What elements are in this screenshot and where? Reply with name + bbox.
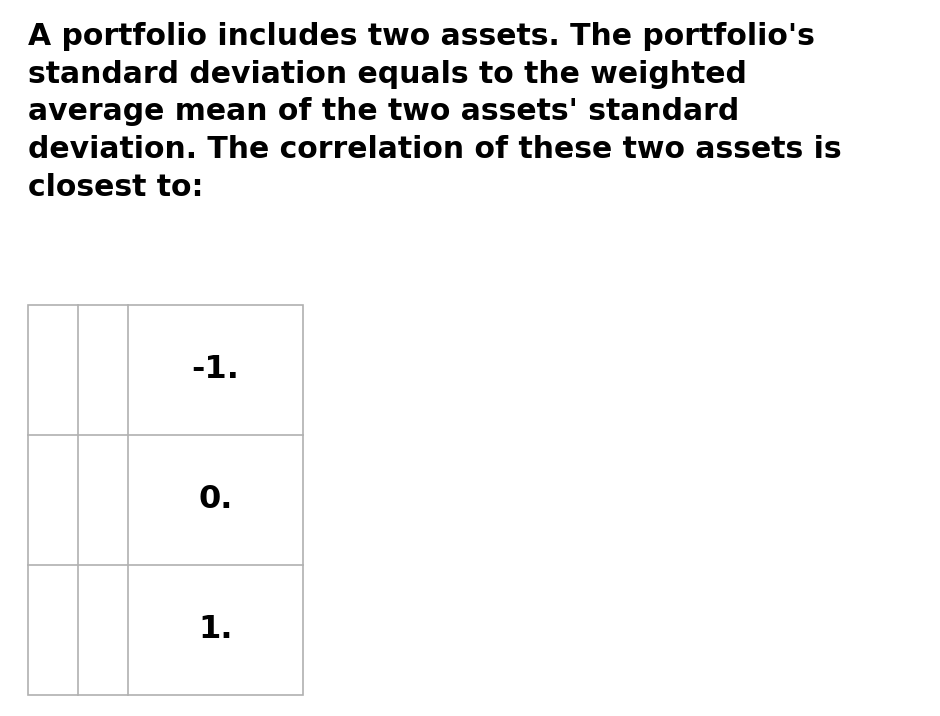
- Text: A portfolio includes two assets. The portfolio's
standard deviation equals to th: A portfolio includes two assets. The por…: [28, 22, 841, 202]
- Text: 0.: 0.: [198, 485, 233, 516]
- Text: 1.: 1.: [198, 614, 233, 646]
- Bar: [28, 305, 303, 695]
- Text: -1.: -1.: [192, 354, 240, 385]
